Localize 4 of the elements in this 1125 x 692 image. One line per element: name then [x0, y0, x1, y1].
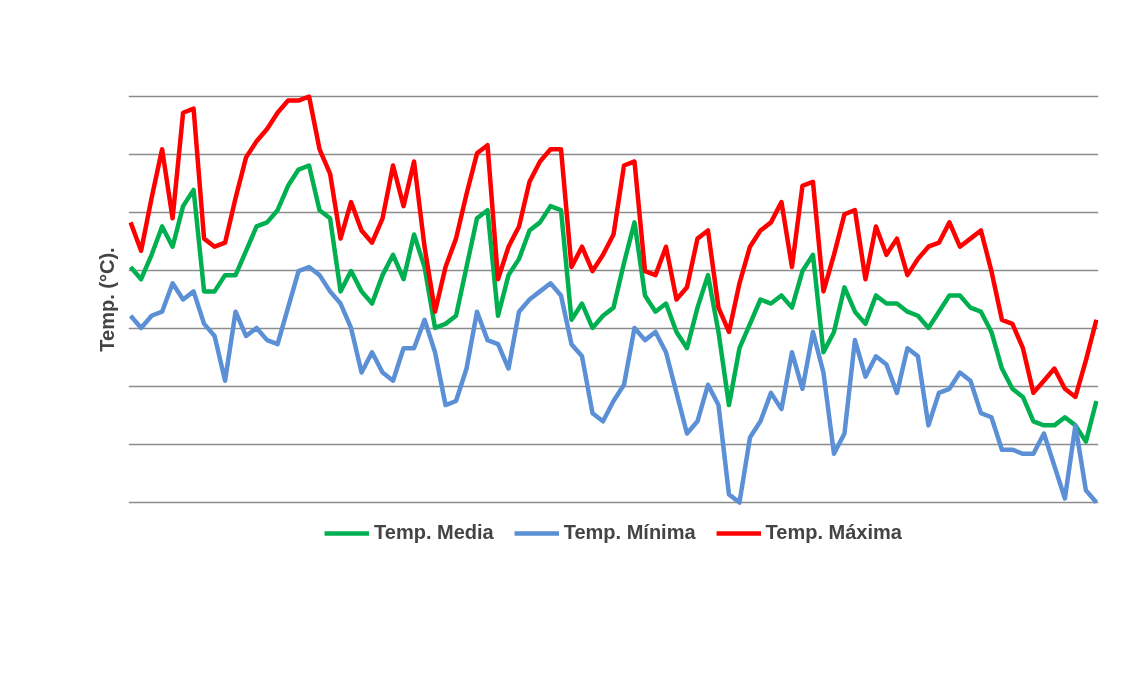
y-axis-title: Temp. (°C). [95, 247, 118, 352]
legend-label: Temp. Máxima [765, 521, 902, 544]
legend-label: Temp. Media [374, 521, 494, 544]
legend-label: Temp. Mínima [563, 521, 696, 544]
